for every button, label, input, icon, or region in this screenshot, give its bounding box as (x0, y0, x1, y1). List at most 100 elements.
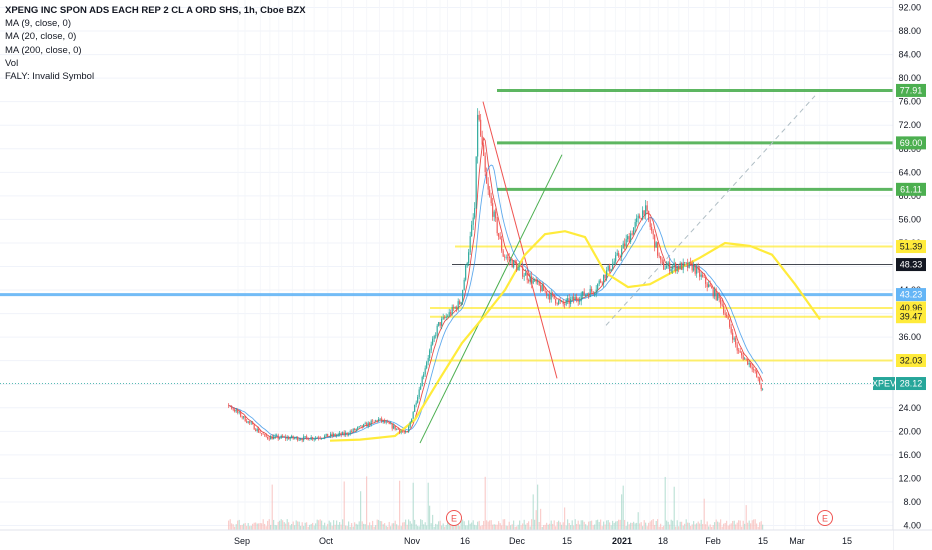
volume-bar (732, 520, 734, 530)
volume-bar (480, 526, 482, 530)
candle-body (694, 265, 696, 274)
trend-drawings[interactable] (419, 95, 816, 444)
volume-bar (337, 524, 339, 530)
candle-body (502, 250, 504, 257)
volume-bar (445, 525, 447, 530)
candle-body (534, 279, 536, 281)
volume-bar (360, 491, 362, 530)
candle-body (385, 421, 387, 423)
volume-bar (369, 522, 371, 530)
candle-body (721, 304, 723, 306)
volume-bar (540, 508, 542, 530)
volume-bar (325, 526, 327, 530)
volume-bar (342, 519, 344, 530)
candle-body (501, 239, 503, 251)
volume-bar (657, 519, 659, 530)
volume-bar (376, 519, 378, 530)
time-axis[interactable]: Sep Oct Nov 16 Dec 15 2021 18 Feb 15 Mar 15 (0, 529, 932, 550)
indicator-ma9[interactable]: MA (9, close, 0) (5, 18, 71, 30)
volume-bar (588, 521, 590, 530)
candle-body (306, 436, 308, 438)
volume-bar (415, 524, 417, 530)
candle-body (351, 431, 353, 432)
candle-body (726, 314, 728, 317)
candle-body (762, 388, 764, 390)
candle-body (469, 236, 471, 253)
volume-bar (697, 521, 699, 530)
volume-bar (265, 526, 267, 530)
candle-body (481, 135, 483, 145)
candle-body (586, 294, 588, 295)
candle-body (603, 274, 605, 284)
volume-bar (747, 522, 749, 530)
candle-body (589, 288, 591, 297)
candle-body (637, 215, 639, 219)
volume-bar (637, 512, 639, 530)
volume-bar (748, 520, 750, 530)
volume-bar (733, 520, 735, 530)
volume-bar (640, 522, 642, 530)
volume-bar (270, 524, 272, 530)
trendline-dashed[interactable] (605, 95, 816, 326)
candle-body (718, 293, 720, 299)
candle-body (571, 296, 573, 300)
candle-body (267, 436, 269, 439)
price-badge-43.23: 43.23 (896, 288, 926, 302)
earnings-marker[interactable]: E (817, 510, 833, 526)
candle-body (744, 358, 746, 360)
volume-bar (262, 519, 264, 530)
candle-body (727, 316, 729, 320)
volume-bar (643, 520, 645, 530)
candle-body (252, 422, 254, 425)
candle-body (289, 437, 291, 440)
candle-body (232, 408, 234, 410)
volume-bar (229, 519, 231, 530)
volume-bar (307, 526, 309, 530)
volume-bar (745, 505, 747, 530)
candle-body (399, 429, 401, 433)
volume-bar (463, 521, 465, 530)
trendline-green[interactable] (419, 154, 563, 444)
time-tick-label: Mar (789, 536, 805, 546)
volume-bar (300, 525, 302, 530)
candle-body (436, 325, 438, 336)
candle-body (619, 256, 621, 258)
price-axis[interactable]: 92.0088.0084.0080.0076.0072.0068.0064.00… (892, 0, 932, 550)
volume-bar (754, 519, 756, 530)
indicator-ma20[interactable]: MA (20, close, 0) (5, 31, 77, 43)
volume-bar (687, 522, 689, 530)
candle-body (717, 293, 719, 300)
candle-body (672, 266, 674, 269)
volume-bar (471, 522, 473, 530)
volume-bar (741, 526, 743, 530)
volume-bar (424, 522, 426, 530)
volume-bar (658, 526, 660, 530)
candle-body (279, 438, 281, 439)
symbol-title[interactable]: XPENG INC SPON ADS EACH REP 2 CL A ORD S… (5, 5, 306, 16)
candle-body (706, 283, 708, 288)
indicator-faly[interactable]: FALY: Invalid Symbol (5, 71, 95, 83)
candle-body (561, 300, 563, 302)
volume-bar (235, 524, 237, 530)
volume-bar (244, 522, 246, 530)
candle-body (519, 266, 521, 267)
volume-bar (280, 519, 282, 530)
earnings-marker[interactable]: E (446, 510, 462, 526)
candle-body (666, 265, 668, 269)
volume-bar (411, 523, 413, 530)
volume-bar (676, 520, 678, 530)
candle-body (613, 261, 615, 264)
candle-body (559, 300, 561, 302)
candle-body (741, 352, 743, 356)
volume-bar (423, 524, 425, 530)
candle-body (675, 263, 677, 272)
candle-body (525, 272, 527, 276)
volume-bar (486, 520, 488, 530)
volume-bar (675, 526, 677, 530)
indicator-ma200[interactable]: MA (200, close, 0) (5, 44, 82, 56)
indicator-volume[interactable]: Vol (5, 57, 19, 69)
price-tick-label: 56.00 (898, 214, 921, 224)
candle-body (655, 242, 657, 248)
